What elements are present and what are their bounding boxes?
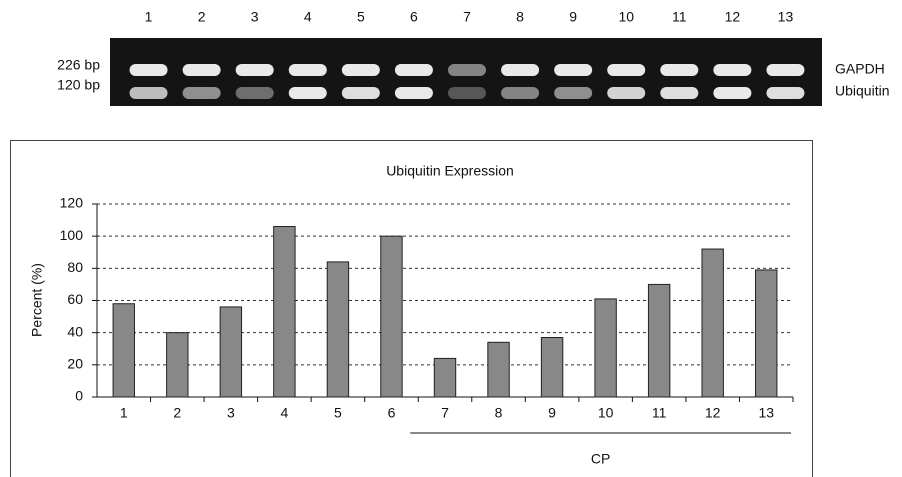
x-tick-label: 6 <box>388 405 396 421</box>
lane-label: 2 <box>198 9 206 25</box>
lane-label: 9 <box>569 9 577 25</box>
gel-band <box>342 64 380 76</box>
gene-label: Ubiquitin <box>835 83 889 99</box>
bar <box>381 236 402 397</box>
gel-band <box>554 64 592 76</box>
gel-band <box>289 64 327 76</box>
bar <box>434 358 455 397</box>
gel-band <box>395 87 433 99</box>
x-tick-label: 12 <box>705 405 721 421</box>
gel-band <box>130 87 168 99</box>
gel-band <box>607 87 645 99</box>
bar <box>541 337 562 397</box>
bar <box>274 227 295 397</box>
gel-band <box>660 64 698 76</box>
gel-band <box>236 87 274 99</box>
x-tick-label: 3 <box>227 405 235 421</box>
gel-band <box>607 64 645 76</box>
lane-label: 12 <box>725 9 741 25</box>
band-size-label: 226 bp <box>57 57 100 73</box>
gel-band <box>236 64 274 76</box>
lane-label: 8 <box>516 9 524 25</box>
gel-band <box>766 64 804 76</box>
y-tick-label: 0 <box>75 388 83 404</box>
bar <box>113 304 134 397</box>
gel-band <box>766 87 804 99</box>
gel-band <box>660 87 698 99</box>
chart-title: Ubiquitin Expression <box>386 163 514 179</box>
gene-label: GAPDH <box>835 61 885 77</box>
band-size-label: 120 bp <box>57 77 100 93</box>
y-tick-label: 60 <box>67 291 83 307</box>
y-tick-label: 80 <box>67 259 83 275</box>
group-label: CP <box>591 451 610 467</box>
bar <box>488 342 509 397</box>
lane-label: 13 <box>778 9 794 25</box>
x-tick-label: 8 <box>495 405 503 421</box>
y-tick-label: 40 <box>67 323 83 339</box>
y-tick-label: 20 <box>67 356 83 372</box>
gel-band <box>448 64 486 76</box>
y-tick-label: 120 <box>60 195 84 211</box>
figure: 226 bp 120 bp GAPDH Ubiquitin Ubiquitin … <box>0 0 902 477</box>
gel-band <box>183 64 221 76</box>
gel-band <box>501 64 539 76</box>
lane-label: 6 <box>410 9 418 25</box>
x-tick-label: 9 <box>548 405 556 421</box>
gel-band <box>448 87 486 99</box>
bar <box>756 270 777 397</box>
gel-band <box>554 87 592 99</box>
bar <box>595 299 616 397</box>
gel-band <box>713 64 751 76</box>
gel-band <box>342 87 380 99</box>
x-tick-label: 10 <box>598 405 614 421</box>
gel-band <box>130 64 168 76</box>
lane-label: 5 <box>357 9 365 25</box>
y-tick-label: 100 <box>60 227 84 243</box>
lane-label: 3 <box>251 9 259 25</box>
lane-label: 10 <box>618 9 634 25</box>
x-tick-label: 4 <box>280 405 288 421</box>
bar <box>648 284 669 397</box>
x-tick-label: 11 <box>652 405 667 421</box>
lane-label: 7 <box>463 9 471 25</box>
x-tick-label: 5 <box>334 405 342 421</box>
bar <box>702 249 723 397</box>
x-tick-label: 13 <box>758 405 774 421</box>
bar <box>327 262 348 397</box>
y-axis-label: Percent (%) <box>29 263 45 337</box>
x-tick-label: 2 <box>173 405 181 421</box>
gel-band <box>501 87 539 99</box>
bar <box>220 307 241 397</box>
x-tick-label: 7 <box>441 405 449 421</box>
x-tick-label: 1 <box>120 405 128 421</box>
gel-band <box>395 64 433 76</box>
bar <box>167 333 188 397</box>
gel-band <box>289 87 327 99</box>
lane-label: 4 <box>304 9 312 25</box>
gel-band <box>713 87 751 99</box>
lane-label: 11 <box>672 9 687 25</box>
gel-band <box>183 87 221 99</box>
lane-label: 1 <box>145 9 153 25</box>
